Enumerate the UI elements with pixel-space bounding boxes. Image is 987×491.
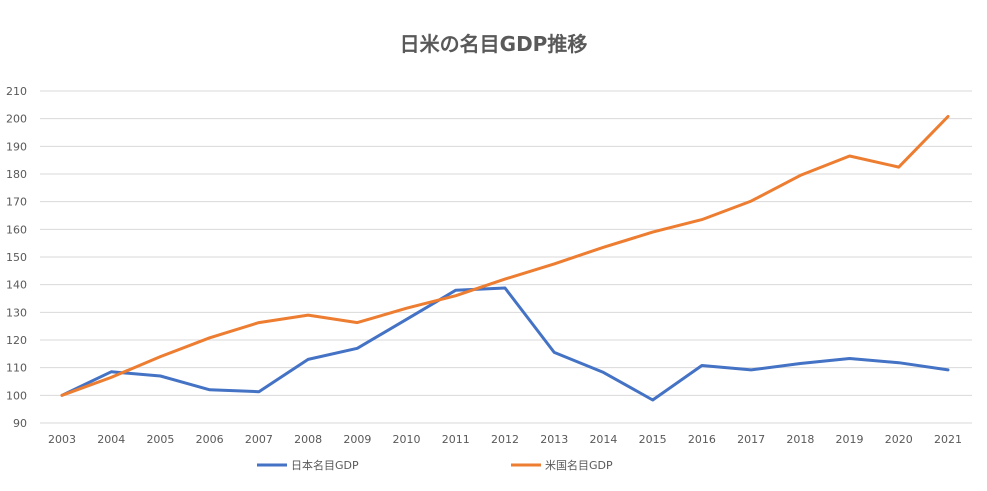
x-tick-label: 2017 bbox=[737, 433, 765, 446]
x-tick-label: 2008 bbox=[294, 433, 322, 446]
y-tick-label: 210 bbox=[6, 85, 27, 98]
x-tick-label: 2009 bbox=[343, 433, 371, 446]
x-tick-label: 2010 bbox=[393, 433, 421, 446]
x-tick-label: 2005 bbox=[146, 433, 174, 446]
y-tick-label: 120 bbox=[6, 334, 27, 347]
x-tick-label: 2003 bbox=[48, 433, 76, 446]
series-line-1 bbox=[60, 286, 950, 402]
y-tick-label: 90 bbox=[13, 417, 27, 430]
y-tick-label: 150 bbox=[6, 251, 27, 264]
x-tick-label: 2016 bbox=[688, 433, 716, 446]
x-tick-label: 2020 bbox=[885, 433, 913, 446]
y-tick-label: 170 bbox=[6, 196, 27, 209]
x-tick-label: 2013 bbox=[540, 433, 568, 446]
x-tick-label: 2015 bbox=[639, 433, 667, 446]
x-tick-label: 2007 bbox=[245, 433, 273, 446]
y-tick-label: 160 bbox=[6, 223, 27, 236]
x-tick-label: 2011 bbox=[442, 433, 470, 446]
x-tick-label: 2014 bbox=[589, 433, 617, 446]
legend-label-1: 日本名目GDP bbox=[291, 458, 359, 472]
chart-title: 日米の名目GDP推移 bbox=[399, 32, 588, 56]
series-line-2 bbox=[60, 115, 950, 397]
y-tick-label: 110 bbox=[6, 362, 27, 375]
x-tick-label: 2018 bbox=[786, 433, 814, 446]
y-tick-label: 190 bbox=[6, 140, 27, 153]
y-tick-label: 100 bbox=[6, 389, 27, 402]
y-tick-label: 130 bbox=[6, 306, 27, 319]
x-tick-label: 2004 bbox=[97, 433, 125, 446]
legend-label-2: 米国名目GDP bbox=[545, 458, 613, 472]
x-tick-label: 2019 bbox=[836, 433, 864, 446]
x-tick-label: 2021 bbox=[934, 433, 962, 446]
x-tick-label: 2012 bbox=[491, 433, 519, 446]
y-tick-label: 140 bbox=[6, 279, 27, 292]
y-tick-label: 180 bbox=[6, 168, 27, 181]
y-tick-label: 200 bbox=[6, 113, 27, 126]
x-tick-label: 2006 bbox=[196, 433, 224, 446]
